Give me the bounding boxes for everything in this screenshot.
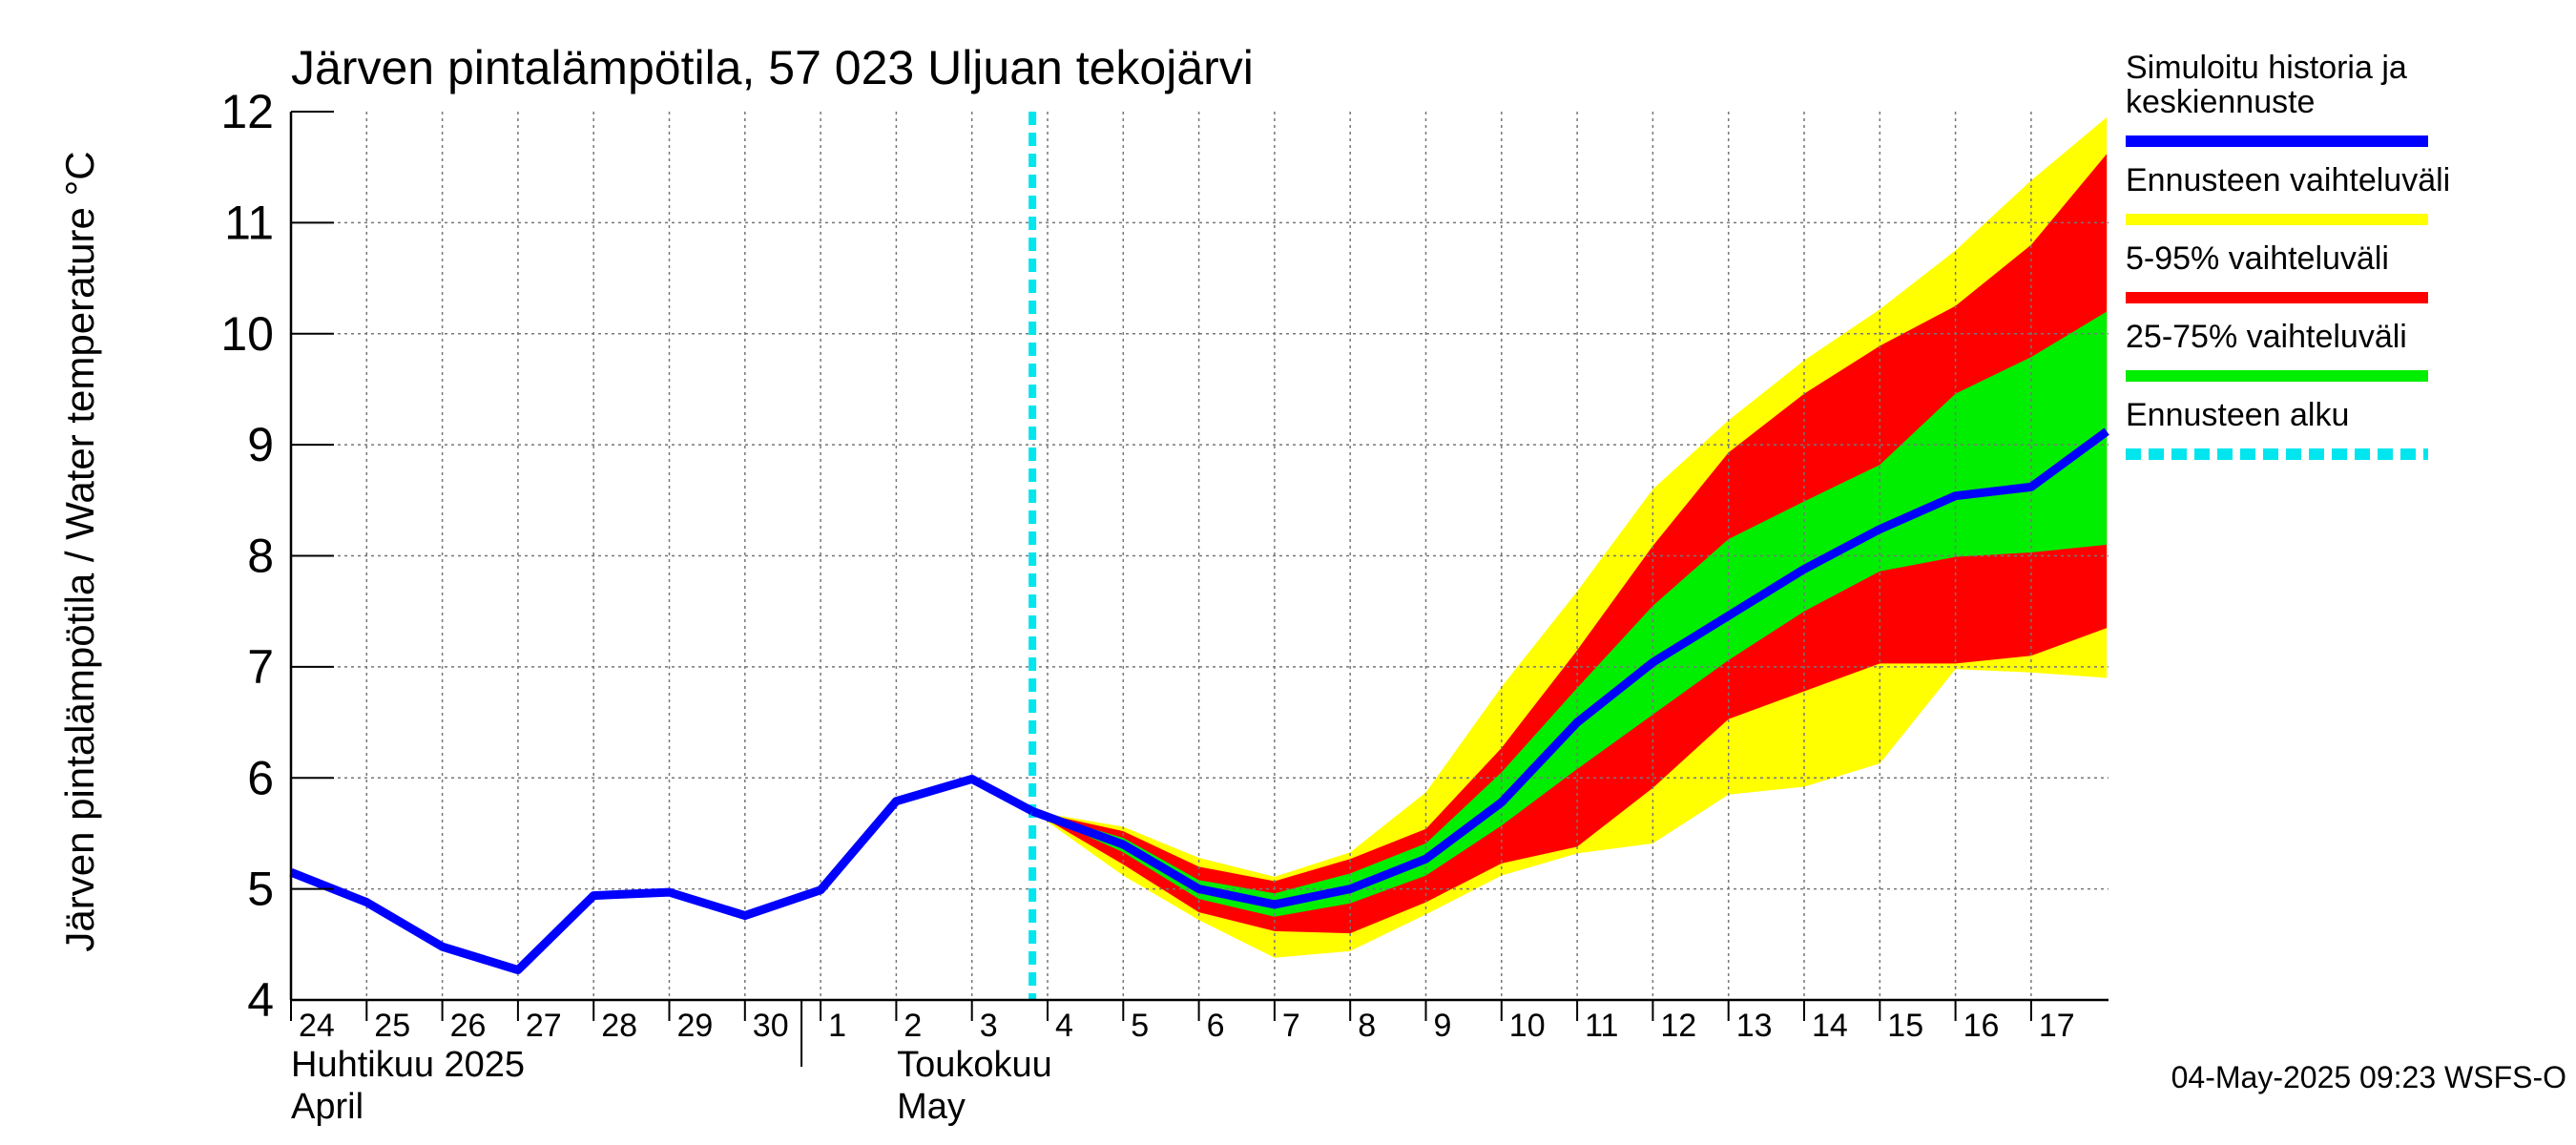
x-tick-label: 29: [677, 1008, 714, 1044]
x-tick-label: 1: [828, 1008, 846, 1044]
median-forecast-line: [1030, 427, 2109, 909]
chart-title: Järven pintalämpötila, 57 023 Uljuan tek…: [291, 41, 1254, 94]
x-tick-label: 11: [1585, 1008, 1618, 1044]
month-label-en: May: [897, 1087, 966, 1127]
x-tick-label: 27: [526, 1008, 562, 1044]
x-tick-label: 13: [1736, 1008, 1773, 1044]
legend-label: Ennusteen vaihteluväli: [2126, 162, 2450, 198]
x-tick-label: 28: [601, 1008, 637, 1044]
x-tick-label: 3: [980, 1008, 998, 1044]
month-label-fi: Toukokuu: [897, 1045, 1052, 1085]
legend-label: 5-95% vaihteluväli: [2126, 240, 2389, 277]
x-tick-label: 26: [450, 1008, 487, 1044]
x-tick-label: 17: [2039, 1008, 2075, 1044]
band-full-range: [1032, 116, 2108, 958]
x-tick-label: 12: [1660, 1008, 1696, 1044]
x-tick-label: 9: [1434, 1008, 1452, 1044]
legend-label: Simuloitu historia ja: [2126, 50, 2407, 86]
grid: [291, 112, 2109, 1000]
forecast-bands: [1032, 116, 2108, 958]
y-axis-label: Järven pintalämpötila / Water temperatur…: [57, 151, 102, 951]
y-tick-label: 12: [220, 85, 274, 138]
x-tick-label: 24: [299, 1008, 335, 1044]
y-tick-label: 9: [247, 418, 274, 471]
x-tick-label: 14: [1812, 1008, 1848, 1044]
legend-label: keskiennuste: [2126, 84, 2315, 120]
x-tick-label: 30: [753, 1008, 789, 1044]
x-tick-label: 25: [374, 1008, 410, 1044]
legend-label: Ennusteen alku: [2126, 397, 2349, 433]
x-tick-label: 5: [1131, 1008, 1149, 1044]
x-tick-label: 15: [1887, 1008, 1923, 1044]
timestamp: 04-May-2025 09:23 WSFS-O: [2171, 1060, 2566, 1094]
x-tick-label: 2: [904, 1008, 922, 1044]
month-label-fi: Huhtikuu 2025: [291, 1045, 525, 1085]
y-tick-label: 5: [247, 863, 274, 916]
x-tick-label: 10: [1509, 1008, 1546, 1044]
x-tick-label: 6: [1207, 1008, 1225, 1044]
y-tick-label: 8: [247, 530, 274, 583]
y-tick-label: 11: [224, 196, 274, 249]
x-tick-label: 7: [1282, 1008, 1300, 1044]
legend-label: 25-75% vaihteluväli: [2126, 319, 2407, 355]
x-tick-label: 8: [1358, 1008, 1376, 1044]
y-tick-label: 7: [247, 640, 274, 694]
y-tick-label: 6: [247, 751, 274, 804]
series-layer: [289, 112, 2109, 1000]
month-label-en: April: [291, 1087, 364, 1127]
x-tick-label: 16: [1963, 1008, 2000, 1044]
history-line: [289, 774, 1035, 975]
y-tick-label: 10: [220, 307, 274, 361]
y-tick-label: 4: [247, 973, 274, 1027]
x-tick-label: 4: [1055, 1008, 1073, 1044]
